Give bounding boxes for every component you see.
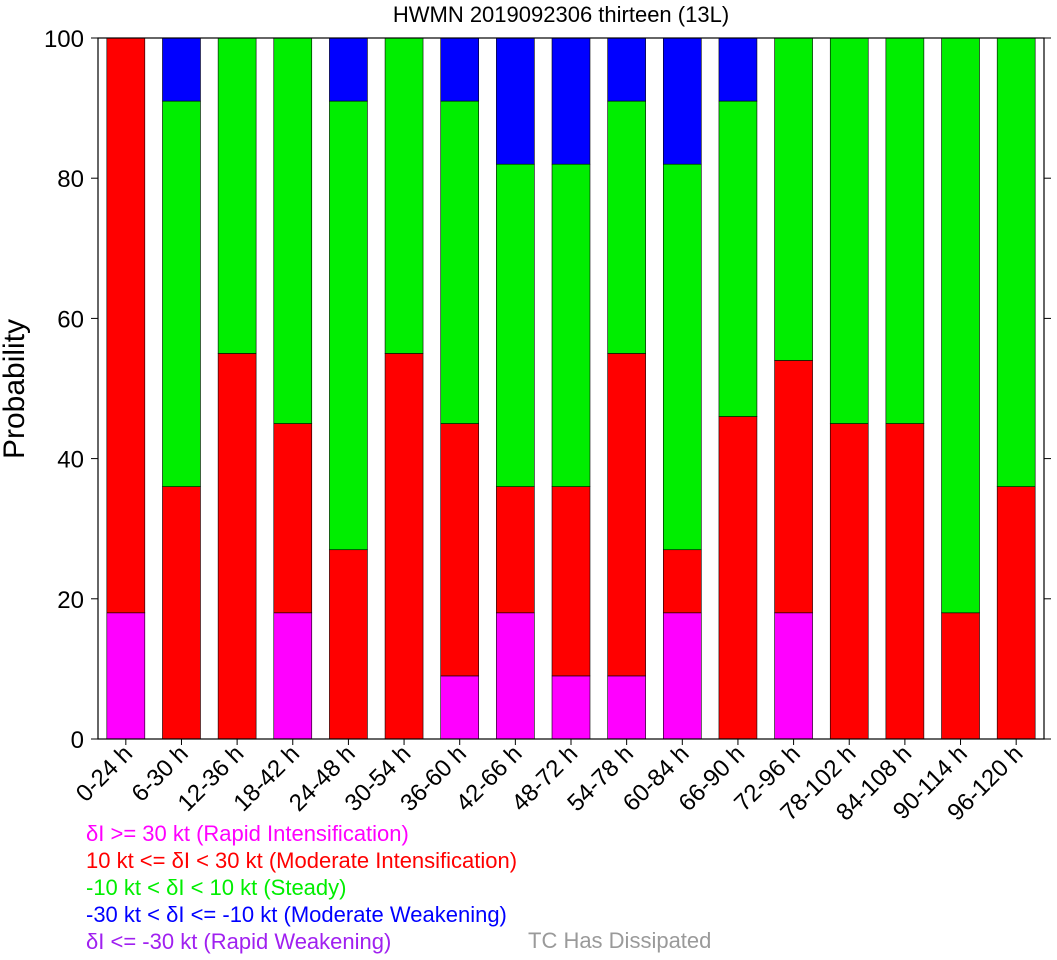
bar-segment-42-66h-s0 [496,612,535,740]
bar-segment-0-24h-s0 [106,612,146,740]
stacked-bar-chart: HWMN 2019092306 thirteen (13L) Probabili… [0,2,1051,820]
bar-segment-36-60h-s2 [440,100,480,424]
y-axis-label: Probability [0,319,31,459]
bar-segment-72-96h-s0 [774,612,813,740]
bar-segment-36-60h-s1 [440,423,480,677]
bar-segment-24-48h-s1 [329,549,368,740]
legend-steady: -10 kt < δI < 10 kt (Steady) [86,875,347,900]
y-tick-label: 100 [44,26,84,53]
bar-segment-72-96h-s1 [774,360,813,614]
bar-segment-96-120h-s1 [996,486,1036,740]
bar-segment-42-66h-s1 [496,486,535,614]
bar-segment-90-114h-s1 [941,612,980,740]
bar-segment-6-30h-s2 [162,100,201,487]
bar-segment-72-96h-s2 [774,37,813,361]
bar-segment-12-36h-s2 [217,37,257,354]
bar-segment-78-102h-s1 [829,423,869,740]
bar-segment-48-72h-s0 [551,675,591,740]
bar-segment-60-84h-s0 [662,612,702,740]
bar-segment-90-114h-s2 [941,37,980,614]
bar-segment-18-42h-s0 [273,612,313,740]
bar-segment-66-90h-s1 [718,416,758,740]
bar-segment-18-42h-s1 [273,423,313,614]
bar-segment-30-54h-s2 [384,37,424,354]
bar-segment-84-108h-s2 [885,37,925,424]
bar-segment-66-90h-s2 [718,100,758,417]
bar-segment-42-66h-s2 [496,163,535,487]
bar-segment-54-78h-s1 [607,353,646,677]
bar-segment-84-108h-s1 [885,423,925,740]
bar-segment-48-72h-s1 [551,486,591,677]
bar-segment-30-54h-s1 [384,353,424,740]
bar-segment-24-48h-s3 [329,37,368,102]
bar-segment-42-66h-s3 [496,37,535,165]
bar-segment-12-36h-s1 [217,353,257,740]
y-tick-label: 40 [57,447,84,474]
y-tick-label: 20 [57,587,84,614]
bar-segment-60-84h-s2 [662,163,702,551]
y-tick-label: 0 [71,727,84,754]
y-tick-label: 80 [57,166,84,193]
bar-segment-18-42h-s2 [273,37,313,424]
y-tick-label: 60 [57,306,84,333]
legend-dissipated: TC Has Dissipated [528,928,712,953]
legend-moderate-weakening: -30 kt < δI <= -10 kt (Moderate Weakenin… [86,902,507,927]
bar-segment-24-48h-s2 [329,100,368,551]
bar-segment-54-78h-s2 [607,100,646,354]
bar-segment-6-30h-s1 [162,486,201,740]
bar-segment-54-78h-s3 [607,37,646,102]
legend-rapid-intensification: δI >= 30 kt (Rapid Intensification) [86,821,409,846]
bar-segment-60-84h-s3 [662,37,702,165]
bar-segment-6-30h-s3 [162,37,201,102]
bar-segment-48-72h-s2 [551,163,591,487]
bar-segment-0-24h-s1 [106,37,146,614]
chart-title: HWMN 2019092306 thirteen (13L) [393,2,729,27]
bars-group [106,37,1036,740]
bar-segment-48-72h-s3 [551,37,591,165]
bar-segment-36-60h-s3 [440,37,480,102]
bar-segment-54-78h-s0 [607,675,646,740]
bar-segment-66-90h-s3 [718,37,758,102]
bar-segment-96-120h-s2 [996,37,1036,487]
bar-segment-60-84h-s1 [662,549,702,614]
bar-segment-36-60h-s0 [440,675,480,740]
legend: δI >= 30 kt (Rapid Intensification) 10 k… [86,820,517,955]
legend-rapid-weakening: δI <= -30 kt (Rapid Weakening) [86,929,392,954]
legend-moderate-intensification: 10 kt <= δI < 30 kt (Moderate Intensific… [86,848,518,873]
bar-segment-78-102h-s2 [829,37,869,424]
